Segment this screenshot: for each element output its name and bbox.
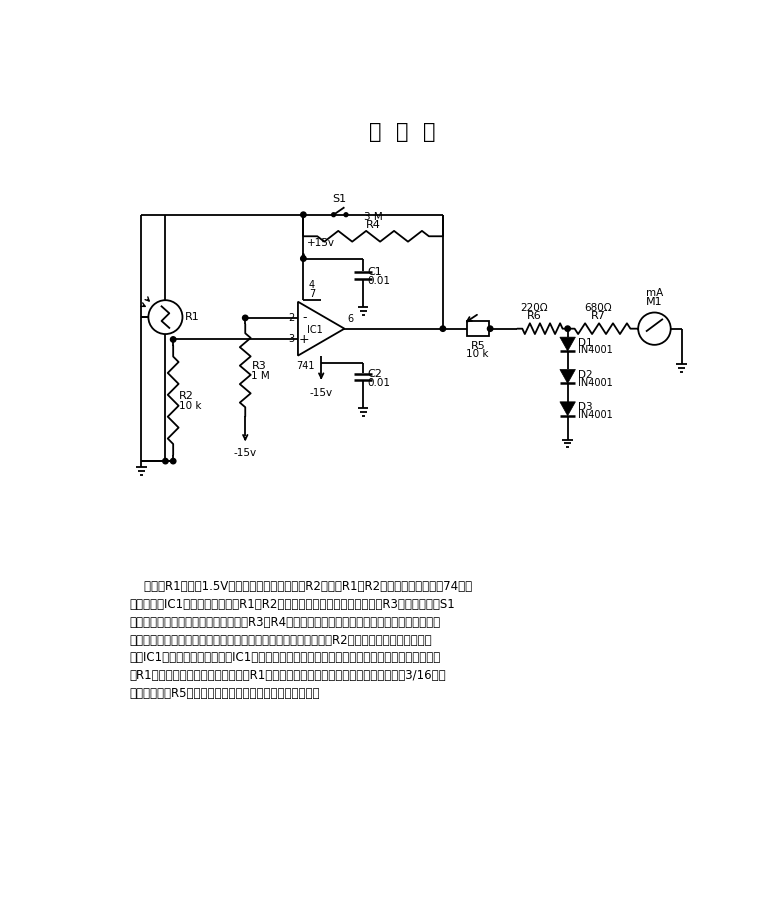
Text: 3: 3 (289, 334, 295, 344)
Text: R1: R1 (185, 312, 200, 322)
Circle shape (300, 256, 306, 261)
Text: M1: M1 (646, 296, 662, 306)
Text: S1: S1 (332, 195, 347, 204)
Text: -15v: -15v (310, 388, 332, 398)
Text: mA: mA (646, 288, 663, 298)
Circle shape (488, 326, 493, 331)
Circle shape (242, 315, 248, 320)
Circle shape (170, 337, 176, 342)
Text: 220Ω: 220Ω (521, 303, 548, 313)
Text: 开关时，就形成了另外一个分压网络（R3和R4），产生一个加到运算放大器反相输入端的电压。: 开关时，就形成了另外一个分压网络（R3和R4），产生一个加到运算放大器反相输入端… (129, 616, 440, 629)
Circle shape (344, 213, 348, 217)
Text: 680Ω: 680Ω (584, 303, 612, 313)
Text: 光电池R1一端接1.5V电源，而另一端通过电阻R2接地，R1与R2形成一个分压网络。74）运: 光电池R1一端接1.5V电源，而另一端通过电阻R2接地，R1与R2形成一个分压网… (129, 581, 472, 593)
Text: 741: 741 (296, 362, 315, 371)
Text: 1 M: 1 M (252, 371, 270, 381)
Text: R6: R6 (527, 311, 542, 321)
Polygon shape (560, 402, 575, 415)
Circle shape (565, 326, 571, 331)
Text: R4: R4 (365, 221, 380, 231)
Text: +: + (299, 333, 310, 346)
Text: -15v: -15v (234, 449, 257, 459)
Text: 算放大器（IC1）同相输入端接在R1与R2连接点处，而反向输入端通过电阻R3接地。当按下S1: 算放大器（IC1）同相输入端接在R1与R2连接点处，而反向输入端通过电阻R3接地… (129, 598, 455, 611)
Circle shape (440, 326, 445, 331)
Text: 0.01: 0.01 (368, 378, 390, 388)
Text: C2: C2 (368, 369, 383, 379)
Circle shape (163, 459, 168, 463)
Text: 0.01: 0.01 (368, 276, 390, 286)
Text: D2: D2 (578, 370, 593, 380)
Text: 池R1的光照强度的表头读数。因此，R1应装在一个有盖子的瓶子里，使光能通过一个3/16英寸: 池R1的光照强度的表头读数。因此，R1应装在一个有盖子的瓶子里，使光能通过一个3… (129, 669, 445, 682)
Text: D3: D3 (578, 402, 593, 413)
Text: 如果有光线照射光电池，它的电阻将降低，并产生较大的电压加到R2上，同时一个较高的电压出: 如果有光线照射光电池，它的电阻将降低，并产生较大的电压加到R2上，同时一个较高的… (129, 633, 432, 647)
Text: -: - (302, 311, 307, 324)
Text: D1: D1 (578, 338, 593, 348)
Text: 的孔。电位器R5用来调节电路，以适应你正在使用的底片。: 的孔。电位器R5用来调节电路，以适应你正在使用的底片。 (129, 687, 320, 700)
Polygon shape (560, 369, 575, 383)
Polygon shape (560, 337, 575, 351)
Text: 现在IC1的同相输入端。这使得IC1输出正比于两个输入的电压。电路给出一个取决于照射在光电: 现在IC1的同相输入端。这使得IC1输出正比于两个输入的电压。电路给出一个取决于… (129, 652, 441, 665)
Text: 4: 4 (309, 280, 315, 290)
Text: +15v: +15v (307, 238, 335, 248)
Text: IN4001: IN4001 (578, 378, 612, 388)
Text: IC1: IC1 (307, 325, 323, 335)
Text: C1: C1 (368, 268, 383, 278)
Text: R2: R2 (180, 391, 194, 402)
Text: IN4001: IN4001 (578, 345, 612, 355)
Text: R3: R3 (252, 362, 267, 371)
Text: R7: R7 (590, 311, 605, 321)
Bar (467, 321, 488, 336)
Text: 3 M: 3 M (364, 212, 383, 222)
Text: 10 k: 10 k (180, 402, 201, 412)
Text: 6: 6 (347, 315, 354, 324)
Circle shape (300, 212, 306, 218)
Text: IN4001: IN4001 (578, 410, 612, 420)
Text: 7: 7 (309, 289, 315, 299)
Text: R5: R5 (470, 341, 485, 351)
Text: 10 k: 10 k (466, 349, 489, 359)
Circle shape (170, 459, 176, 463)
Text: 2: 2 (289, 313, 295, 323)
Text: 照  度  表: 照 度 表 (368, 123, 435, 142)
Circle shape (332, 213, 336, 217)
